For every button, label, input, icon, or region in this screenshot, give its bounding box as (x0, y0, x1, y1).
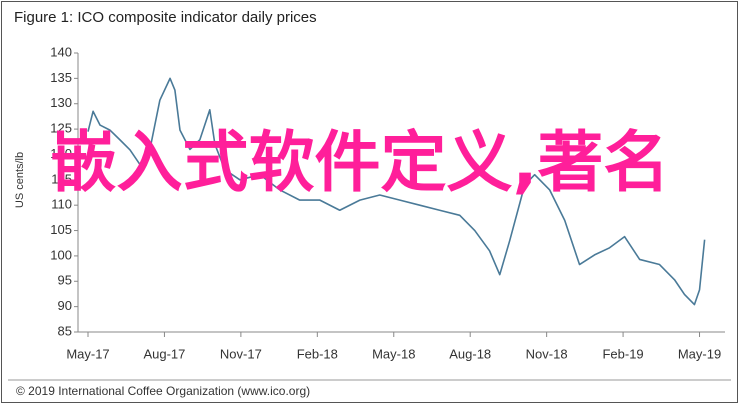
x-tick-label: Nov-17 (220, 346, 262, 361)
x-tick-label: Nov-18 (526, 346, 568, 361)
x-tick-label: Feb-18 (297, 346, 338, 361)
y-axis-label: US cents/lb (14, 152, 26, 208)
x-tick-label: May-17 (66, 346, 109, 361)
y-tick-label: 115 (51, 171, 72, 186)
price-line (87, 77, 706, 306)
y-tick-label: 140 (50, 44, 72, 59)
x-tick-label: May-18 (372, 346, 415, 361)
y-tick-label: 120 (50, 146, 72, 161)
y-tick-label: 85 (58, 323, 72, 338)
y-tick-label: 125 (50, 121, 72, 136)
y-tick-label: 110 (51, 197, 72, 212)
x-tick-label: Feb-19 (602, 346, 643, 361)
x-tick-label: May-19 (678, 346, 721, 361)
chart-title: Figure 1: ICO composite indicator daily … (14, 9, 317, 26)
overlay-text: 嵌入式软件定义,著名 (50, 124, 670, 201)
y-tick-label: 105 (50, 222, 72, 237)
footer: © 2019 International Coffee Organization… (16, 384, 310, 398)
y-tick-label: 130 (50, 95, 72, 110)
x-tick-label: Aug-17 (143, 346, 185, 361)
y-tick-label: 100 (50, 247, 72, 262)
x-tick-label: Aug-18 (449, 346, 491, 361)
y-tick-label: 135 (50, 70, 72, 85)
y-tick-label: 90 (58, 298, 72, 313)
y-tick-label: 95 (58, 273, 72, 288)
